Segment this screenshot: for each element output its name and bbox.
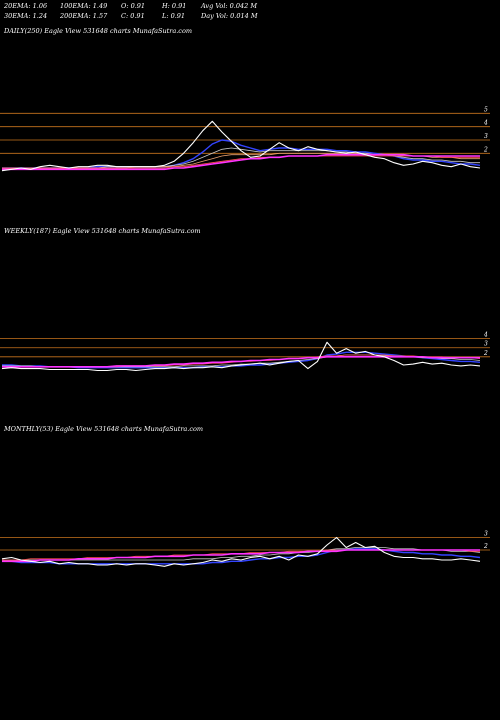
weekly-ema-magenta-line xyxy=(2,355,480,368)
daily-y-tick-3: 3 xyxy=(484,133,488,140)
header-200ema: 200EMA: 1.57 xyxy=(60,12,108,20)
header-100ema: 100EMA: 1.49 xyxy=(60,2,108,10)
weekly-chart: 4 3 2 xyxy=(0,332,490,372)
monthly-panel-title: MONTHLY(53) Eagle View 531648 charts Mun… xyxy=(4,425,204,433)
daily-y-tick-2: 2 xyxy=(483,146,488,153)
monthly-chart: 32 xyxy=(0,531,490,567)
header-high: H: 0.91 xyxy=(162,2,187,10)
weekly-y-tick-2: 2 xyxy=(483,350,488,357)
header-30ema: 30EMA: 1.24 xyxy=(4,12,48,20)
weekly-price-line xyxy=(1,341,481,372)
monthly-ema-red-line xyxy=(2,549,480,561)
header-close: C: 0.91 xyxy=(121,12,145,20)
daily-panel-title: DAILY(250) Eagle View 531648 charts Muna… xyxy=(4,27,193,35)
weekly-panel-title: WEEKLY(187) Eagle View 531648 charts Mun… xyxy=(4,227,201,235)
monthly-ema-gray-line xyxy=(2,547,481,561)
weekly-y-tick-3: 3 xyxy=(484,341,488,348)
header-day-vol: Day Vol: 0.014 M xyxy=(201,12,258,20)
monthly-price-line xyxy=(1,536,481,567)
daily-y-tick-4: 4 xyxy=(483,120,488,127)
header-20ema: 20EMA: 1.06 xyxy=(4,2,48,10)
daily-ema-red-line xyxy=(2,155,480,169)
weekly-y-tick-4: 4 xyxy=(483,332,488,339)
header-open: O: 0.91 xyxy=(121,2,146,10)
daily-chart: 5 4 3 2 xyxy=(0,106,490,172)
header-low: L: 0.91 xyxy=(162,12,186,20)
monthly-ema-magenta-line xyxy=(2,549,480,563)
monthly-y-tick-3: 3 xyxy=(484,531,488,538)
header-avg-vol: Avg Vol: 0.042 M xyxy=(201,2,258,10)
daily-price-line xyxy=(1,120,481,172)
monthly-y-tick-2: 2 xyxy=(483,543,488,550)
daily-ema-magenta-line xyxy=(2,153,480,171)
daily-y-tick-5: 5 xyxy=(484,106,488,113)
